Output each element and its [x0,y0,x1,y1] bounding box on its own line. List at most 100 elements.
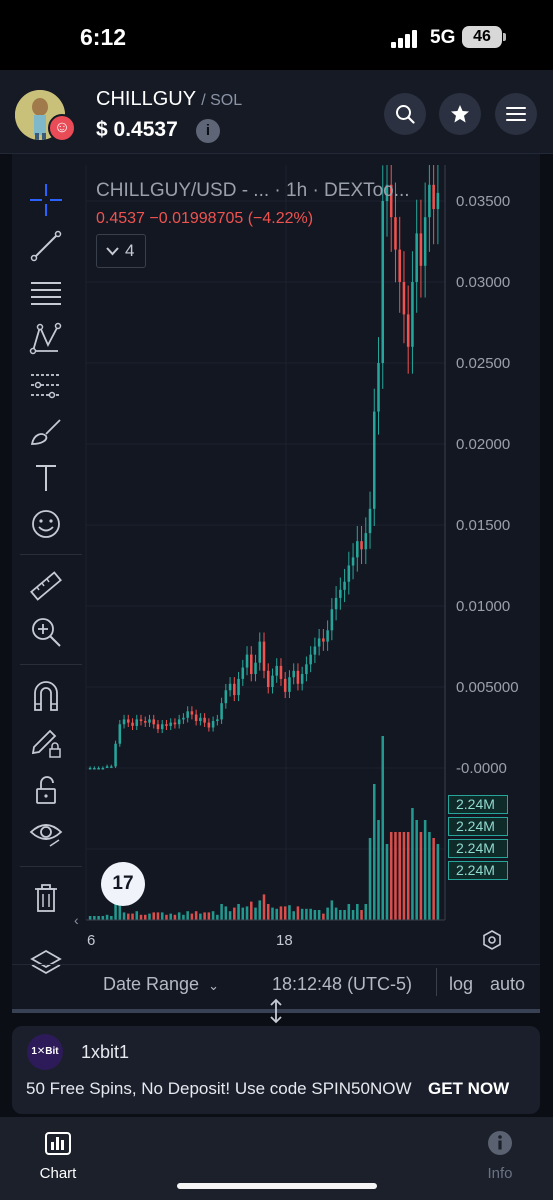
date-range-label: Date Range [103,974,200,994]
favorite-button[interactable] [439,93,481,135]
pattern-icon [29,322,62,355]
brush-tool-button[interactable] [28,414,64,450]
candle-body [402,282,406,315]
volume-bar [160,912,164,920]
indicators-toggle-button[interactable]: 4 [96,234,146,268]
volume-bar [224,906,228,920]
prediction-tool-button[interactable] [28,367,64,403]
magnet-tool-button[interactable] [28,678,64,714]
volume-bar [343,910,346,920]
volume-bar [436,844,440,920]
ad-cta-button[interactable]: GET NOW [428,1079,510,1098]
trend-line-icon [30,230,62,262]
volume-bar [245,906,249,920]
object-tree-button[interactable] [28,946,64,982]
bar-chart-icon [45,1132,71,1155]
toolbar-divider [20,554,82,555]
candle-body [398,249,401,282]
candle-body [160,724,164,730]
fib-tool-button[interactable] [28,275,64,311]
candle-body [266,670,270,687]
menu-button[interactable] [495,93,537,135]
volume-bar [182,914,185,920]
token-header: ☺ CHILLGUY / SOL $ 0.4537 i [0,70,553,154]
candle-body [322,638,325,642]
volume-bar [351,910,355,920]
y-tick-label: -0.0000 [456,760,507,777]
candle-body [279,665,283,679]
volume-bar [165,914,168,920]
search-button[interactable] [384,93,426,135]
candle-body [114,743,117,767]
y-tick-label: 0.02500 [456,355,511,372]
candle-body [317,638,321,647]
candle-body [423,217,427,266]
hide-drawings-button[interactable] [28,816,64,852]
volume-bar [326,907,329,920]
unlock-icon [36,776,56,804]
candle-body [343,581,346,590]
crosshair-tool-button[interactable] [28,182,64,218]
date-range-button[interactable]: Date Range ⌄ [103,974,219,995]
lock-drawings-button[interactable] [28,725,64,761]
volume-bar [334,907,338,920]
search-icon [396,105,415,124]
ad-name: 1xbit1 [81,1042,130,1062]
candle-body [216,719,219,722]
collapse-toolbar-icon[interactable]: ‹ [74,912,79,928]
volume-bar [428,832,431,920]
battery-icon: 46 [462,26,502,48]
volume-bar [237,904,240,920]
candle-body [339,589,342,598]
nav-item-chart[interactable]: Chart [28,1130,88,1182]
pencil-lock-icon [31,729,61,758]
token-title: CHILLGUY / SOL [96,88,242,111]
text-tool-button[interactable] [28,460,64,496]
candle-body [165,724,168,726]
smiley-icon [32,510,60,538]
battery-tip [503,33,506,41]
volume-bar [211,911,215,920]
volume-bar [97,916,100,920]
measure-tool-button[interactable] [28,568,64,604]
volume-bar [131,913,134,920]
volume-bars [88,736,440,920]
volume-bar [432,838,435,920]
chevron-down-icon: ⌄ [208,978,219,993]
log-scale-button[interactable]: log [449,974,474,994]
candle-body [101,768,105,770]
volume-bar [313,910,317,920]
nav-item-info[interactable]: Info [470,1130,530,1182]
price-info-icon[interactable]: i [196,119,220,143]
zoom-tool-button[interactable] [28,614,64,650]
trend-line-tool-button[interactable] [28,228,64,264]
volume-bar [266,904,270,920]
chart-legend-title[interactable]: CHILLGUY/USD - ... · 1h · DEXToo... [96,180,410,201]
chart-grid [85,165,445,920]
candle-body [169,722,172,726]
volume-tag: 2.24M [448,861,508,880]
auto-scale-button[interactable]: auto [490,974,526,994]
timezone-button[interactable]: 18:12:48 (UTC-5) [272,974,413,994]
candle-body [300,674,304,684]
crosshair-icon [30,184,62,216]
candle-body [305,664,308,675]
token-avatar[interactable] [15,90,65,140]
candle-body [237,678,240,696]
volume-bar [300,908,304,920]
chart-settings-icon[interactable] [482,930,502,950]
ad-banner[interactable] [12,1026,540,1114]
emoji-tool-button[interactable] [28,506,64,542]
nav-label-info: Info [487,1165,513,1182]
delete-drawings-button[interactable] [28,880,64,916]
candle-body [377,363,380,412]
resize-arrows-icon[interactable] [268,998,284,1024]
candle-body [419,233,423,266]
candle-body [372,411,376,509]
pattern-tool-button[interactable] [28,321,64,357]
volume-bar [152,912,156,920]
volume-bar [186,911,189,920]
tradingview-logo[interactable]: 17 [101,862,145,906]
unlock-button[interactable] [28,772,64,808]
